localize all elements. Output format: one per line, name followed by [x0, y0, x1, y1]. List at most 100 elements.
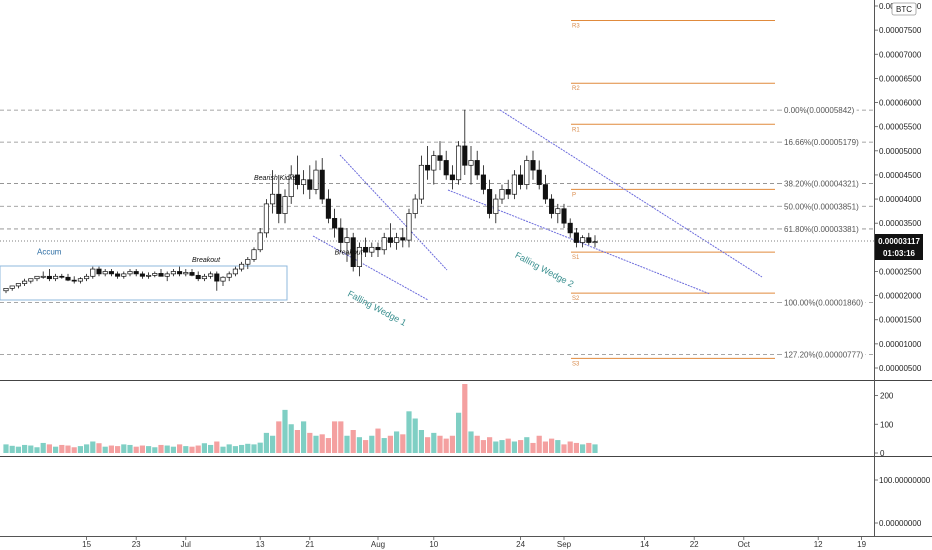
volume-bar	[332, 421, 338, 453]
price-tick-label: 0.00005500	[879, 123, 922, 132]
volume-bar	[443, 438, 449, 453]
fib-level-label: 100.00%(0.00001860)	[784, 298, 864, 307]
fib-level-label: 50.00%(0.00003851)	[784, 202, 859, 211]
candle-body-down	[487, 189, 493, 214]
candle-body-up	[356, 246, 362, 267]
last-price-tag: 0.00003117 01:03:16	[875, 234, 923, 260]
volume-bar	[201, 443, 207, 453]
candle-body-up	[152, 273, 158, 276]
fib-level-lines: 0.00%(0.00005842) 16.66%(0.00005179) 38.20…	[0, 105, 874, 361]
candle-body-up	[270, 193, 276, 205]
volume-bar	[468, 431, 474, 453]
candle-body-down	[46, 275, 52, 280]
volume-bar	[586, 442, 592, 453]
candle-body-up	[9, 285, 15, 289]
fib-level-label: 38.20%(0.00004321)	[784, 180, 859, 189]
oscillator-axis[interactable]: 100.00000000 0.00000000	[874, 476, 931, 528]
annotation-label: Breakout	[192, 257, 221, 264]
volume-bar	[387, 435, 393, 453]
volume-bar	[462, 384, 468, 453]
candle-body-up	[555, 208, 561, 214]
candle-body-up	[394, 237, 400, 243]
volume-bar	[480, 440, 486, 453]
volume-bar	[22, 444, 28, 453]
time-tick-label: 12	[814, 540, 823, 549]
volume-bar	[344, 435, 350, 453]
candle-body-down	[375, 246, 381, 251]
candle-body-down	[294, 174, 300, 185]
candle-body-up	[524, 160, 530, 185]
price-tick-label: 0.00006500	[879, 74, 922, 83]
time-tick-label: 24	[516, 540, 525, 549]
candle-body-up	[3, 288, 9, 292]
fib-label-background	[782, 349, 866, 361]
candle-body-up	[220, 276, 226, 282]
volume-bar	[84, 444, 90, 453]
volume-bar	[288, 424, 294, 453]
pivot-level-lines: R3 R2 R1 P S1 S2 S3	[571, 19, 775, 367]
volume-bar	[338, 421, 344, 453]
candle-body-up	[406, 213, 412, 241]
currency-badge-box	[891, 2, 917, 16]
volume-bar	[425, 437, 431, 453]
time-tick-label: Aug	[371, 540, 385, 549]
fib-label-background	[782, 223, 862, 235]
candle-body-up	[592, 241, 598, 244]
candle-body-down	[549, 198, 555, 214]
candle-body-up	[263, 203, 269, 234]
volume-bar	[133, 446, 139, 453]
volume-bar	[183, 446, 189, 453]
candle-body-down	[363, 246, 369, 253]
volume-bar	[319, 434, 325, 453]
annotation-label: Breakout	[335, 250, 364, 257]
time-axis[interactable]: 15 23 Jul 13 21 Aug 10 24 Sep 14 22 Oct 12 19	[82, 536, 867, 549]
volume-bar	[208, 444, 214, 453]
volume-bar	[40, 442, 46, 453]
volume-bar	[325, 438, 331, 453]
volume-tick-label: 100	[880, 420, 894, 429]
candle-body-up	[232, 268, 238, 275]
price-tick-label: 0.00002500	[879, 267, 922, 276]
volume-bar	[456, 412, 462, 453]
volume-bar	[294, 430, 300, 453]
volume-bar	[102, 446, 108, 453]
fib-level-label: 16.66%(0.00005179)	[784, 138, 859, 147]
price-axis[interactable]: 0.000080000.000075000.000070000.00006500…	[874, 2, 922, 373]
volume-bar	[46, 444, 52, 453]
candle-body-down	[71, 279, 77, 282]
candle-body-down	[586, 237, 592, 243]
last-price-value: 0.00003117	[878, 237, 920, 246]
candle-body-up	[40, 275, 46, 278]
volume-bar	[65, 445, 71, 453]
candle-body-up	[201, 275, 207, 280]
candle-body-up	[164, 273, 170, 277]
candle-body-down	[350, 237, 356, 267]
volume-bar	[406, 411, 412, 453]
candle-body-up	[456, 145, 462, 181]
candle-body-up	[15, 283, 21, 287]
candle-body-up	[102, 271, 108, 275]
candle-body-up	[313, 169, 319, 190]
fib-label-background	[782, 178, 862, 190]
volume-bar	[177, 444, 183, 453]
currency-badge[interactable]: BTC	[891, 2, 917, 16]
wedge-1-lower	[312, 235, 429, 301]
candle-body-down	[425, 164, 431, 171]
fib-level-label: 61.80%(0.00003381)	[784, 225, 859, 234]
candle-body-up	[226, 273, 232, 278]
volume-bar	[394, 431, 400, 453]
volume-bar	[487, 437, 493, 453]
volume-bar	[96, 443, 102, 453]
volume-bar	[232, 446, 238, 453]
volume-bar	[3, 444, 9, 453]
candle-body-up	[239, 263, 245, 270]
time-tick-label: 23	[132, 540, 141, 549]
candle-body-down	[158, 273, 164, 277]
volume-axis[interactable]: 200 100 0	[874, 392, 894, 459]
candle-body-up	[511, 174, 517, 195]
volume-bar	[257, 442, 263, 453]
chart-annotations: Accum Breakout Bearish Kicker Breakout Falli…	[37, 175, 575, 328]
candle-body-down	[133, 271, 139, 275]
volume-bar	[400, 434, 406, 453]
